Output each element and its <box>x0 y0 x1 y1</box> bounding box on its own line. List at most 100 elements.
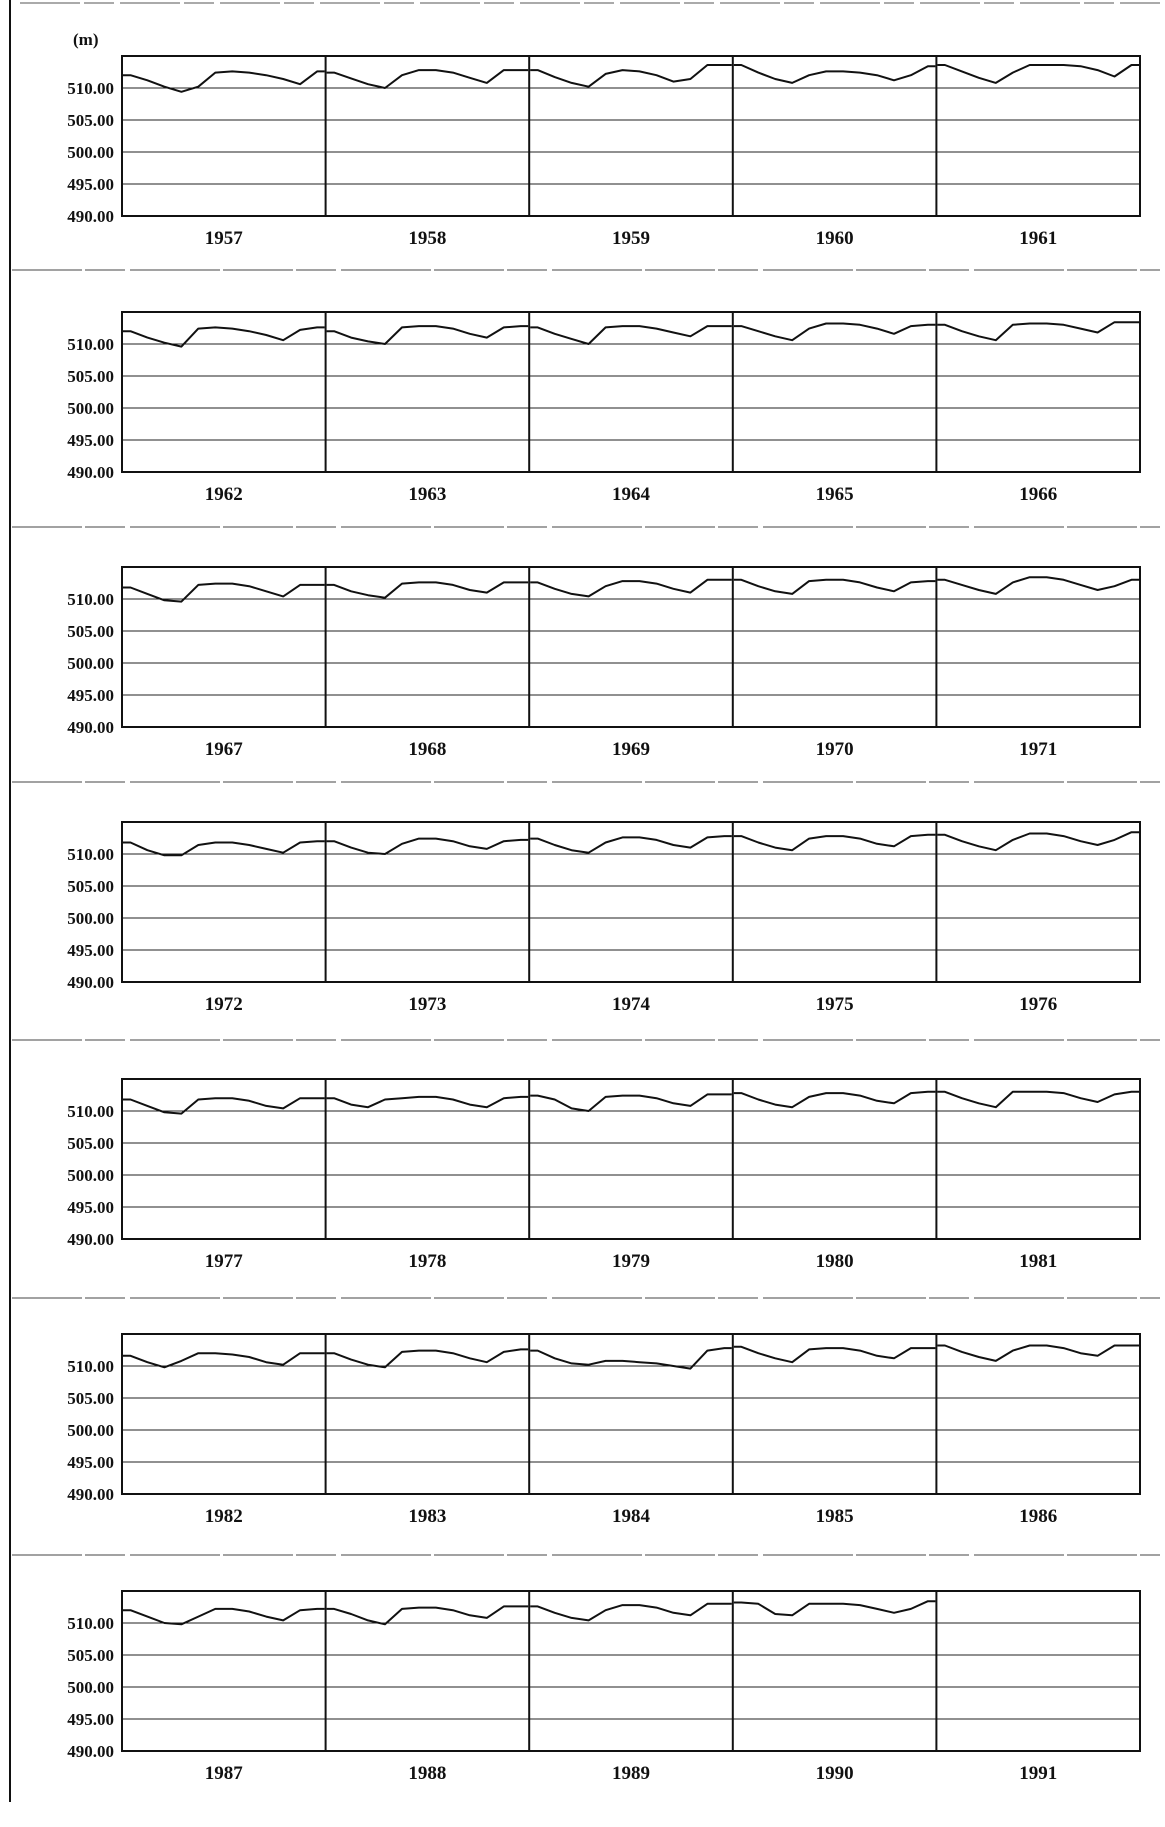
y-tick-label: 510.00 <box>67 1357 114 1376</box>
year-label: 1964 <box>612 484 651 505</box>
y-tick-label: 505.00 <box>67 1646 114 1665</box>
y-tick-label: 490.00 <box>67 463 114 482</box>
series-line-1976 <box>937 831 1139 852</box>
series-line-1970 <box>733 578 936 595</box>
year-label: 1969 <box>612 739 650 760</box>
series-line-1960 <box>733 64 936 84</box>
series-line-1972 <box>123 840 325 857</box>
y-tick-label: 505.00 <box>67 622 114 641</box>
y-tick-label: 510.00 <box>67 590 114 609</box>
series-line-1989 <box>530 1602 732 1622</box>
panel-3: 510.00 505.00 500.00 495.00 490.00 1967 1968 19… <box>67 566 1141 760</box>
series-line-1965 <box>733 322 936 342</box>
y-tick-label: 505.00 <box>67 1134 114 1153</box>
year-label: 1971 <box>1019 739 1057 760</box>
series-line-1990 <box>733 1600 936 1617</box>
year-label: 1960 <box>816 228 854 249</box>
plot-frame <box>121 821 1141 983</box>
series-line-1979 <box>530 1093 732 1112</box>
y-tick-label: 495.00 <box>67 941 114 960</box>
series-line-1988 <box>326 1605 529 1626</box>
year-label: 1961 <box>1019 228 1057 249</box>
year-label: 1975 <box>816 994 854 1015</box>
year-label: 1987 <box>205 1763 244 1784</box>
plot-frame <box>121 1590 1141 1752</box>
panel-5: 510.00 505.00 500.00 495.00 490.00 1977 1978 19… <box>67 1078 1141 1272</box>
y-tick-label: 495.00 <box>67 686 114 705</box>
year-label: 1988 <box>408 1763 446 1784</box>
year-label: 1991 <box>1019 1763 1057 1784</box>
y-tick-label: 510.00 <box>67 1102 114 1121</box>
y-tick-label: 505.00 <box>67 111 114 130</box>
year-label: 1989 <box>612 1763 650 1784</box>
y-tick-label: 490.00 <box>67 1742 114 1761</box>
year-label: 1965 <box>816 484 854 505</box>
year-label: 1962 <box>205 484 243 505</box>
plot-frame <box>121 566 1141 728</box>
plot-frame <box>121 1078 1141 1240</box>
series-line-1969 <box>530 578 732 598</box>
series-line-1984 <box>530 1347 732 1370</box>
series-line-1966 <box>937 321 1139 342</box>
y-tick-label: 500.00 <box>67 399 114 418</box>
year-label: 1967 <box>205 739 244 760</box>
year-label: 1977 <box>205 1251 244 1272</box>
y-tick-label: 505.00 <box>67 877 114 896</box>
panel-2: 510.00 505.00 500.00 495.00 490.00 1962 1963 19… <box>67 311 1141 505</box>
y-tick-label: 495.00 <box>67 431 114 450</box>
series-line-1980 <box>733 1090 936 1109</box>
series-line-1974 <box>530 835 732 854</box>
plot-frame <box>121 55 1141 217</box>
series-line-1967 <box>123 582 325 603</box>
panel-6: 510.00 505.00 500.00 495.00 490.00 1982 1983 19… <box>67 1333 1141 1527</box>
series-line-1973 <box>326 837 529 855</box>
series-line-1975 <box>733 833 936 852</box>
y-tick-label: 490.00 <box>67 718 114 737</box>
series-line-1959 <box>530 64 732 88</box>
y-tick-label: 510.00 <box>67 335 114 354</box>
series-line-1985 <box>733 1345 936 1364</box>
series-line-1957 <box>123 70 325 93</box>
y-tick-label: 505.00 <box>67 367 114 386</box>
series-line-1968 <box>326 581 529 599</box>
series-line-1987 <box>123 1607 325 1626</box>
year-label: 1986 <box>1019 1506 1057 1527</box>
y-tick-label: 490.00 <box>67 1230 114 1249</box>
year-label: 1957 <box>205 228 244 249</box>
series-line-1964 <box>530 325 732 345</box>
series-line-1982 <box>123 1352 325 1369</box>
series-line-1963 <box>326 325 529 345</box>
series-line-1981 <box>937 1090 1139 1109</box>
y-tick-label: 510.00 <box>67 845 114 864</box>
year-label: 1983 <box>408 1506 446 1527</box>
y-tick-label: 500.00 <box>67 654 114 673</box>
series-line-1958 <box>326 69 529 89</box>
y-tick-label: 500.00 <box>67 143 114 162</box>
series-line-1962 <box>123 326 325 348</box>
year-label: 1963 <box>408 484 446 505</box>
year-label: 1970 <box>816 739 854 760</box>
year-label: 1972 <box>205 994 243 1015</box>
year-label: 1958 <box>408 228 446 249</box>
y-tick-label: 490.00 <box>67 1485 114 1504</box>
series-line-1978 <box>326 1095 529 1109</box>
y-tick-label: 490.00 <box>67 207 114 226</box>
year-label: 1978 <box>408 1251 446 1272</box>
panel-7: 510.00 505.00 500.00 495.00 490.00 1987 1988 19… <box>67 1590 1141 1784</box>
year-label: 1973 <box>408 994 446 1015</box>
y-tick-label: 495.00 <box>67 1453 114 1472</box>
y-tick-label: 510.00 <box>67 79 114 98</box>
year-label: 1990 <box>816 1763 854 1784</box>
y-tick-label: 495.00 <box>67 175 114 194</box>
y-tick-label: 500.00 <box>67 1678 114 1697</box>
year-label: 1980 <box>816 1251 854 1272</box>
year-label: 1985 <box>816 1506 854 1527</box>
plot-frame <box>121 311 1141 473</box>
y-tick-label: 500.00 <box>67 1166 114 1185</box>
plot-frame <box>121 1333 1141 1495</box>
panel-4: 510.00 505.00 500.00 495.00 490.00 1972 1973 19… <box>67 821 1141 1015</box>
